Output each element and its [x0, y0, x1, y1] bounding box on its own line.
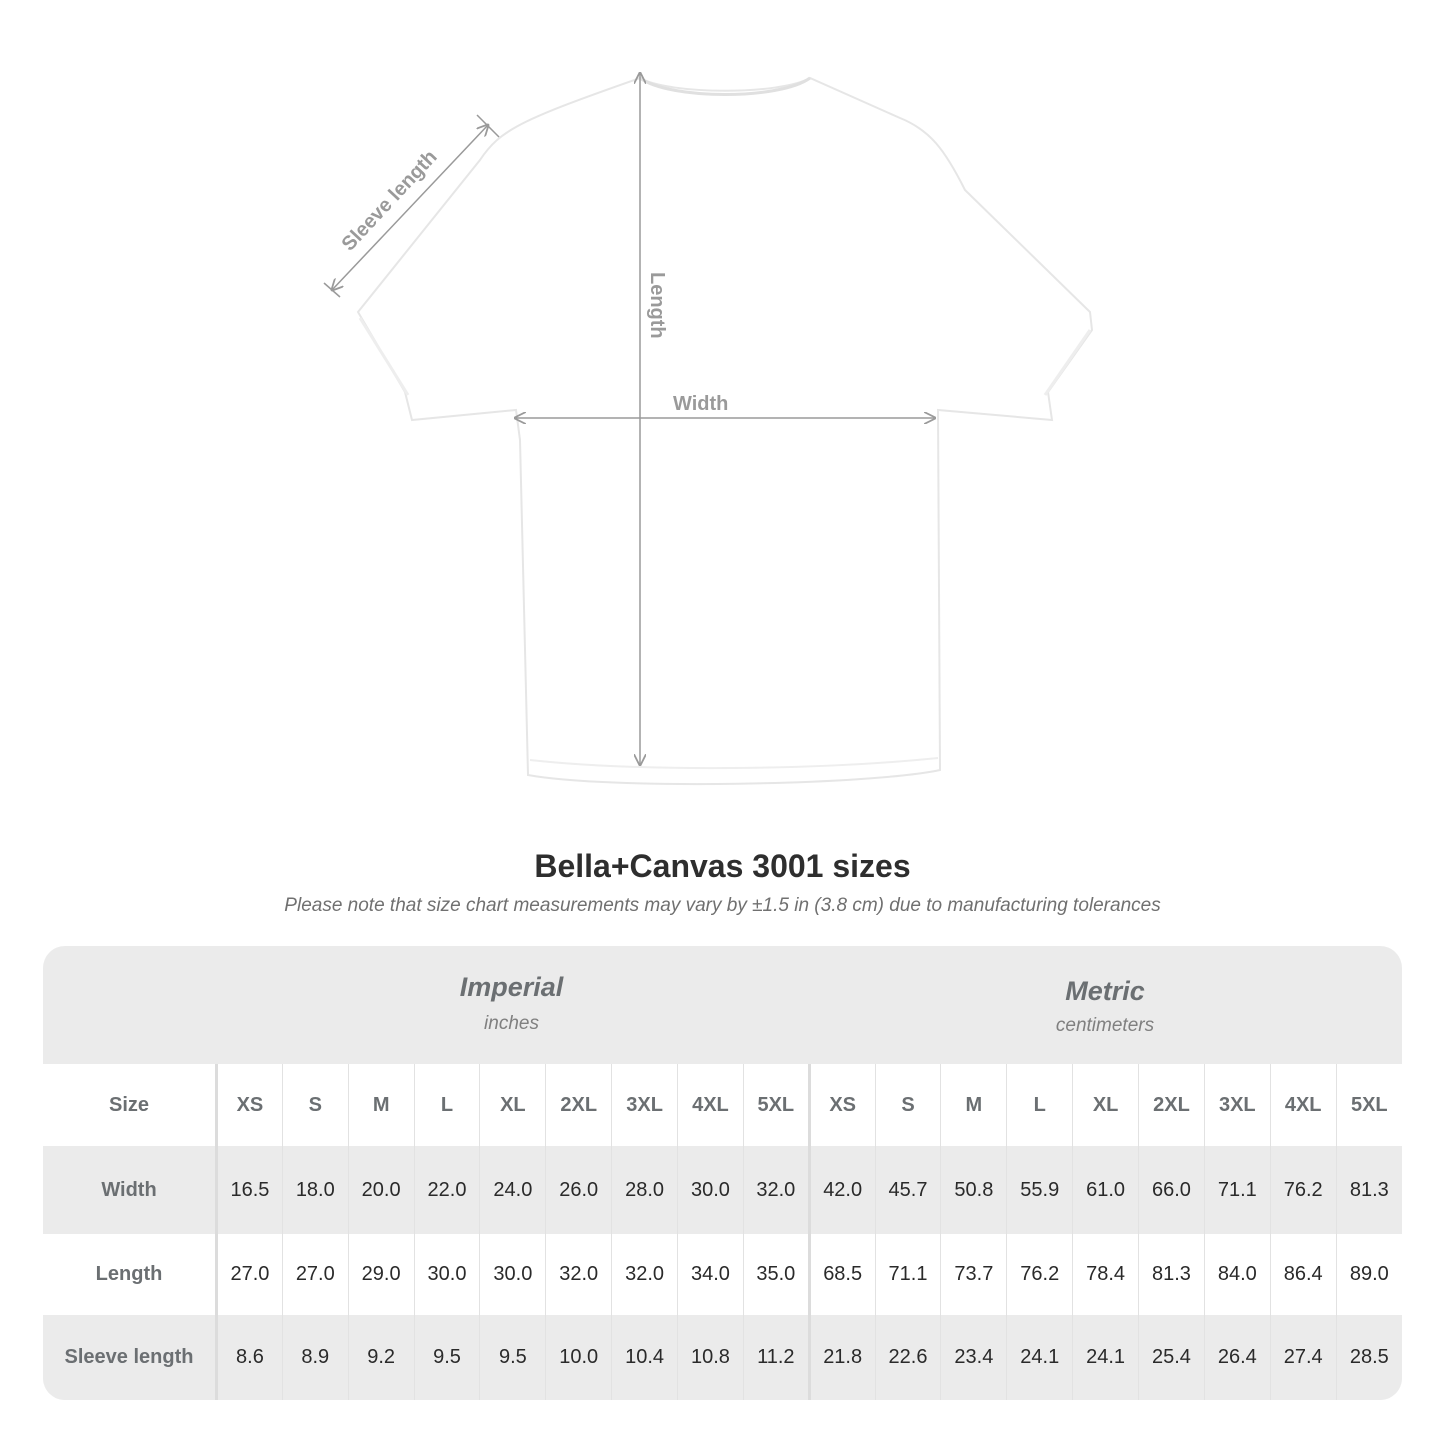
tshirt-shape	[356, 76, 1094, 786]
metric-value: 45.7	[874, 1146, 941, 1234]
table-row: Width 16.5 18.0 20.0 22.0 24.0 26.0 28.0 30.0 32.…	[43, 1146, 1402, 1234]
metric-value: 28.5	[1335, 1315, 1402, 1400]
imperial-value: 11.2	[742, 1315, 810, 1400]
metric-size-header: S	[874, 1064, 941, 1146]
metric-size-header: 5XL	[1335, 1064, 1402, 1146]
metric-value: 86.4	[1269, 1234, 1337, 1315]
metric-value: 78.4	[1072, 1234, 1139, 1315]
imperial-value: 8.6	[216, 1315, 283, 1400]
metric-value: 73.7	[940, 1234, 1007, 1315]
metric-value: 24.1	[1006, 1315, 1073, 1400]
size-header-row: Size XS S M L XL 2XL 3XL 4XL 5XL XS S M L XL 2XL 3XL 4XL 5…	[43, 1064, 1402, 1146]
size-chart: Imperial inches Metric centimeters Size X…	[43, 946, 1402, 1400]
imperial-title: Imperial	[459, 972, 564, 1002]
imperial-value: 24.0	[479, 1146, 546, 1234]
imperial-value: 16.5	[216, 1146, 283, 1234]
imperial-value: 32.0	[742, 1146, 810, 1234]
imperial-value: 9.5	[479, 1315, 546, 1400]
imperial-header: Imperial inches	[215, 946, 808, 1064]
metric-value: 89.0	[1335, 1234, 1402, 1315]
imperial-size-header: XS	[216, 1064, 283, 1146]
tolerance-note: Please note that size chart measurements…	[284, 895, 1161, 916]
imperial-value: 10.0	[545, 1315, 612, 1400]
imperial-size-header: 4XL	[677, 1064, 744, 1146]
metric-value: 66.0	[1138, 1146, 1205, 1234]
metric-value: 21.8	[807, 1315, 876, 1400]
metric-size-header: 2XL	[1138, 1064, 1205, 1146]
metric-unit: centimeters	[1055, 1015, 1155, 1036]
imperial-value: 35.0	[742, 1234, 810, 1315]
row-label: Sleeve length	[43, 1315, 218, 1400]
imperial-value: 22.0	[413, 1146, 480, 1234]
metric-value: 84.0	[1203, 1234, 1271, 1315]
sleeve-length-arrow	[332, 125, 488, 290]
length-label: Length	[646, 272, 668, 339]
imperial-value: 27.0	[216, 1234, 283, 1315]
metric-value: 55.9	[1006, 1146, 1073, 1234]
metric-value: 76.2	[1269, 1146, 1337, 1234]
imperial-value: 10.4	[611, 1315, 678, 1400]
imperial-value: 30.0	[677, 1146, 744, 1234]
metric-value: 68.5	[807, 1234, 876, 1315]
table-row: Length 27.0 27.0 29.0 30.0 30.0 32.0 32.0 34.0 35…	[43, 1234, 1402, 1315]
imperial-value: 10.8	[677, 1315, 744, 1400]
metric-size-header: M	[940, 1064, 1007, 1146]
metric-size-header: 3XL	[1203, 1064, 1271, 1146]
metric-value: 25.4	[1138, 1315, 1205, 1400]
imperial-value: 26.0	[545, 1146, 612, 1234]
tshirt-diagram: Sleeve length Length Width	[323, 0, 1094, 786]
metric-value: 81.3	[1335, 1146, 1402, 1234]
imperial-value: 30.0	[479, 1234, 546, 1315]
metric-size-header: XS	[807, 1064, 876, 1146]
imperial-value: 34.0	[677, 1234, 744, 1315]
metric-value: 22.6	[874, 1315, 941, 1400]
metric-size-header: 4XL	[1269, 1064, 1337, 1146]
metric-value: 71.1	[1203, 1146, 1271, 1234]
metric-value: 26.4	[1203, 1315, 1271, 1400]
metric-value: 50.8	[940, 1146, 1007, 1234]
row-label: Length	[43, 1234, 218, 1315]
metric-value: 42.0	[807, 1146, 876, 1234]
metric-size-header: XL	[1072, 1064, 1139, 1146]
metric-value: 27.4	[1269, 1315, 1337, 1400]
imperial-value: 29.0	[347, 1234, 415, 1315]
metric-value: 81.3	[1138, 1234, 1205, 1315]
imperial-value: 9.2	[347, 1315, 415, 1400]
metric-value: 24.1	[1072, 1315, 1139, 1400]
imperial-value: 20.0	[347, 1146, 415, 1234]
imperial-value: 27.0	[281, 1234, 349, 1315]
imperial-size-header: M	[347, 1064, 415, 1146]
metric-value: 61.0	[1072, 1146, 1139, 1234]
imperial-size-header: L	[413, 1064, 480, 1146]
imperial-size-header: S	[281, 1064, 349, 1146]
metric-header: Metric centimeters	[808, 946, 1402, 1064]
metric-title: Metric	[1065, 976, 1145, 1006]
size-label: Size	[43, 1064, 218, 1146]
metric-value: 71.1	[874, 1234, 941, 1315]
imperial-size-header: 3XL	[611, 1064, 678, 1146]
imperial-value: 18.0	[281, 1146, 349, 1234]
metric-value: 76.2	[1006, 1234, 1073, 1315]
imperial-value: 30.0	[413, 1234, 480, 1315]
metric-size-header: L	[1006, 1064, 1073, 1146]
imperial-size-header: 2XL	[545, 1064, 612, 1146]
imperial-value: 28.0	[611, 1146, 678, 1234]
imperial-unit: inches	[484, 1013, 539, 1034]
size-table: Size XS S M L XL 2XL 3XL 4XL 5XL XS S M L XL 2XL 3XL 4XL 5…	[43, 1064, 1402, 1400]
imperial-size-header: XL	[479, 1064, 546, 1146]
table-row: Sleeve length 8.6 8.9 9.2 9.5 9.5 10.0 10.4 10.8…	[43, 1315, 1402, 1400]
row-label: Width	[43, 1146, 218, 1234]
metric-value: 23.4	[940, 1315, 1007, 1400]
imperial-value: 32.0	[545, 1234, 612, 1315]
imperial-value: 8.9	[281, 1315, 349, 1400]
imperial-value: 32.0	[611, 1234, 678, 1315]
width-label: Width	[673, 393, 728, 415]
imperial-size-header: 5XL	[742, 1064, 810, 1146]
imperial-value: 9.5	[413, 1315, 480, 1400]
page-title: Bella+Canvas 3001 sizes	[534, 848, 911, 884]
